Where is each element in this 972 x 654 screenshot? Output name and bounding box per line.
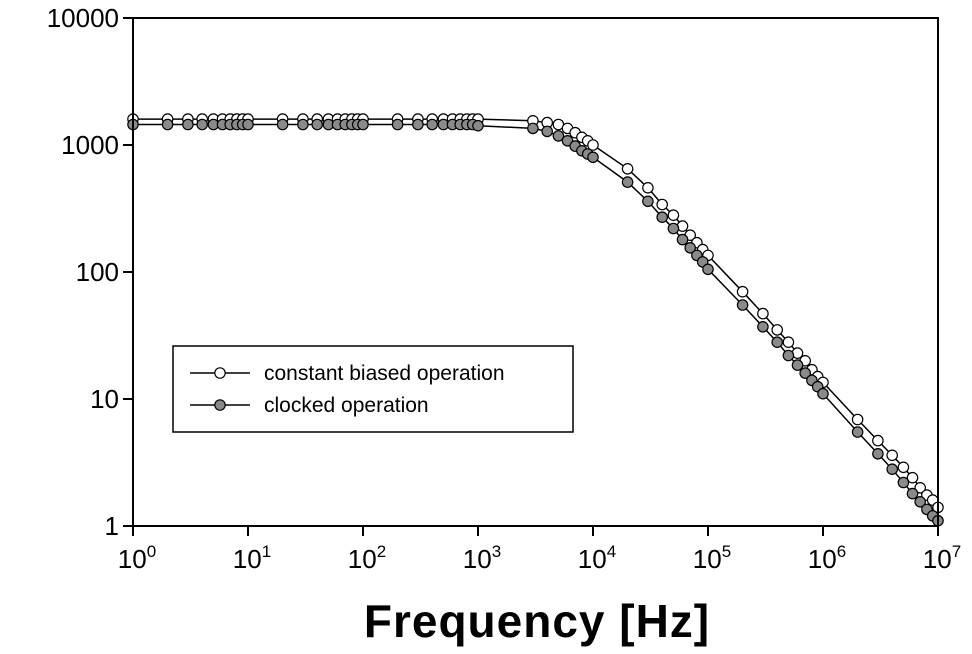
data-point-2 — [771, 336, 783, 348]
x-tick-label: 107 — [923, 542, 961, 574]
data-point-2 — [684, 242, 696, 254]
y-tick-label: 10 — [90, 384, 119, 414]
series-line-1 — [133, 118, 939, 508]
x-tick-label: 103 — [463, 542, 501, 574]
data-point-2 — [391, 118, 404, 131]
data-point-2 — [242, 118, 254, 131]
data-point-1 — [906, 471, 919, 484]
y-tick-label: 1000 — [61, 130, 119, 160]
data-point-2 — [667, 222, 680, 235]
series-markers — [127, 113, 944, 527]
x-tick-label: 100 — [118, 542, 156, 574]
series-line-2 — [133, 123, 939, 522]
x-tick-label: 102 — [348, 542, 386, 574]
data-point-2 — [357, 118, 369, 131]
data-point-1 — [757, 307, 769, 320]
data-point-2 — [276, 118, 289, 131]
data-point-2 — [817, 387, 829, 400]
data-point-2 — [791, 359, 804, 371]
data-point-2 — [872, 447, 884, 460]
data-point-2 — [182, 118, 194, 131]
data-point-1 — [667, 209, 680, 221]
data-point-2 — [886, 463, 898, 475]
data-point-2 — [196, 118, 208, 131]
data-point-2 — [782, 349, 795, 362]
data-point-2 — [851, 426, 864, 438]
y-tick-label: 100 — [76, 257, 119, 287]
data-point-1 — [914, 481, 926, 494]
data-point-2 — [897, 476, 910, 489]
legend-marker-1 — [214, 367, 226, 379]
data-point-2 — [527, 122, 539, 135]
data-point-2 — [906, 487, 919, 500]
x-tick-label: 104 — [578, 542, 616, 574]
data-point-2 — [161, 118, 174, 131]
data-point-2 — [914, 495, 926, 508]
data-point-2 — [311, 118, 323, 131]
data-point-2 — [702, 263, 714, 276]
y-tick-label: 10000 — [47, 3, 119, 33]
data-point-1 — [736, 285, 749, 298]
data-point-1 — [621, 163, 634, 175]
data-point-2 — [799, 367, 811, 379]
data-point-2 — [297, 118, 309, 131]
legend-box — [172, 345, 574, 433]
x-tick-label: 105 — [693, 542, 731, 574]
data-point-1 — [897, 461, 910, 474]
series-lines — [133, 118, 939, 522]
data-point-1 — [872, 434, 884, 447]
data-point-2 — [541, 125, 553, 138]
data-point-2 — [472, 119, 484, 132]
x-axis-label: Frequency [Hz] — [364, 595, 710, 647]
data-point-2 — [621, 176, 634, 188]
data-point-2 — [642, 195, 654, 208]
legend-label-1: constant biased operation — [264, 362, 505, 385]
y-axis: 1 10 100 1000 10000 — [47, 3, 133, 541]
data-point-1 — [886, 449, 898, 462]
legend-label-2: clocked operation — [264, 394, 429, 417]
data-point-1 — [587, 139, 599, 151]
legend: constant biased operation clocked operati… — [172, 345, 574, 433]
data-point-2 — [656, 211, 668, 223]
data-point-2 — [676, 233, 689, 246]
data-point-1 — [642, 182, 654, 194]
data-point-2 — [552, 130, 565, 142]
legend-marker-2 — [214, 399, 226, 411]
y-tick-label: 1 — [105, 511, 119, 541]
data-point-2 — [587, 151, 599, 164]
data-point-1 — [851, 413, 864, 426]
data-point-1 — [656, 198, 668, 211]
data-point-2 — [736, 299, 749, 311]
data-point-2 — [412, 118, 424, 131]
data-point-1 — [771, 324, 783, 336]
x-axis: 100 101 102 103 104 105 106 107 — [118, 526, 961, 574]
data-point-1 — [782, 336, 795, 348]
x-tick-label: 106 — [808, 542, 846, 574]
data-point-2 — [426, 118, 438, 131]
data-point-2 — [757, 320, 769, 333]
x-tick-label: 101 — [233, 542, 271, 574]
plot-area-frame — [132, 17, 939, 527]
